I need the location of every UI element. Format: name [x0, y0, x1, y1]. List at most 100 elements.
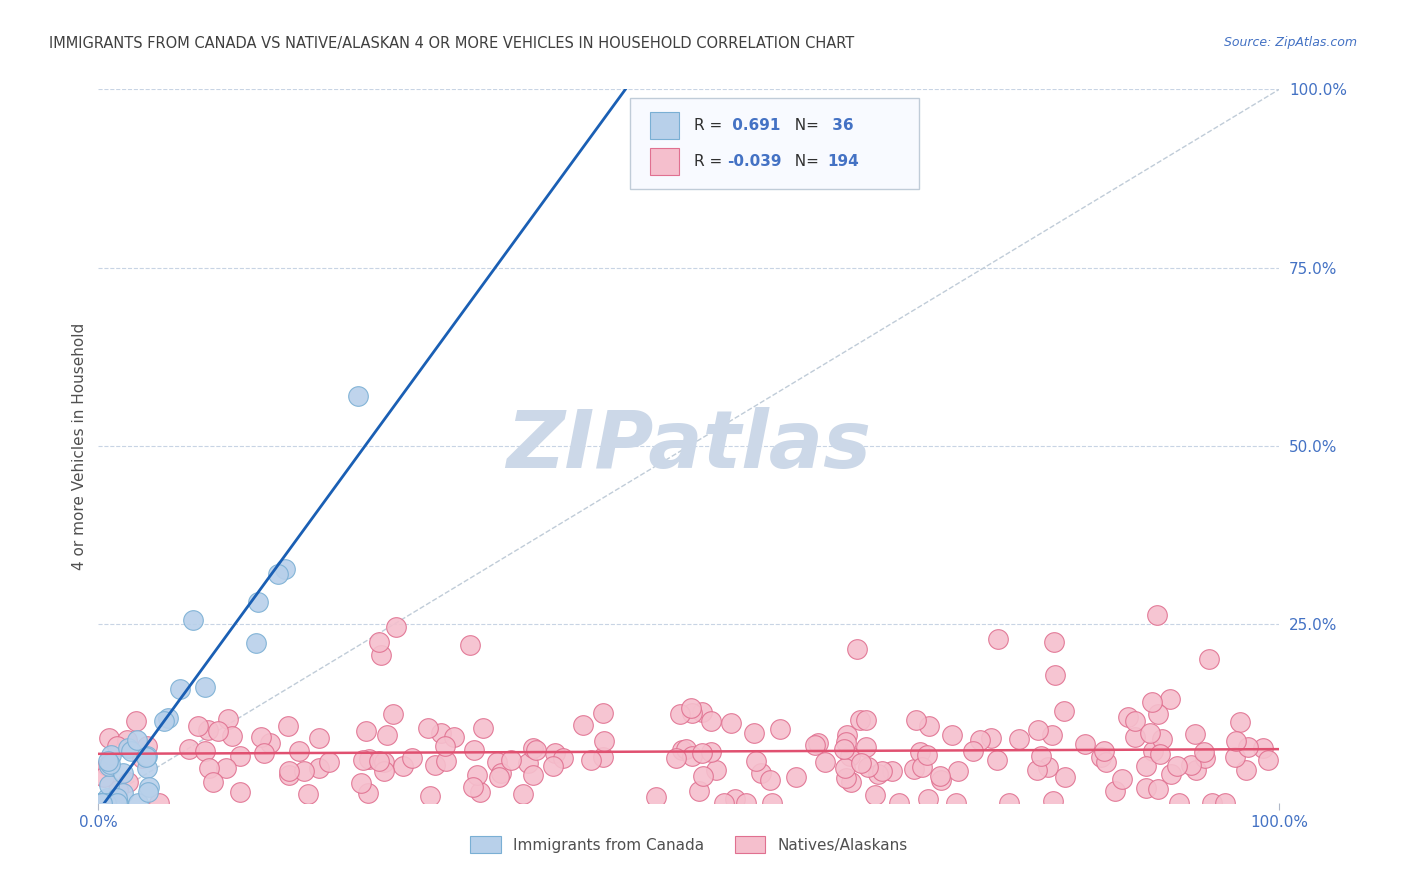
Point	[97, 754, 120, 768]
Point	[392, 759, 415, 773]
Point	[381, 706, 404, 721]
Point	[551, 751, 574, 765]
Point	[401, 751, 423, 765]
Text: 194: 194	[827, 153, 859, 169]
Point	[486, 755, 509, 769]
Point	[524, 743, 547, 757]
Point	[945, 796, 967, 810]
Point	[941, 728, 963, 742]
Point	[308, 731, 330, 745]
Point	[250, 730, 273, 744]
Point	[1052, 704, 1074, 718]
Point	[111, 765, 134, 780]
Point	[273, 562, 295, 576]
Point	[253, 747, 276, 761]
Point	[278, 764, 301, 778]
Point	[1026, 763, 1049, 777]
Point	[1185, 763, 1208, 777]
Point	[593, 734, 616, 748]
Point	[98, 759, 121, 773]
Point	[1184, 727, 1206, 741]
Point	[368, 635, 391, 649]
Point	[835, 735, 858, 749]
Point	[471, 721, 494, 735]
Point	[100, 747, 122, 762]
Point	[1213, 796, 1236, 810]
Point	[910, 760, 932, 774]
Point	[266, 567, 288, 582]
Point	[207, 724, 229, 739]
Point	[572, 718, 595, 732]
Point	[245, 635, 267, 649]
Point	[429, 726, 451, 740]
Point	[814, 755, 837, 769]
Point	[516, 756, 538, 770]
Point	[1135, 780, 1157, 795]
Point	[107, 783, 129, 797]
Text: 0.691: 0.691	[727, 118, 780, 133]
Point	[692, 769, 714, 783]
Point	[1166, 759, 1188, 773]
Point	[665, 750, 688, 764]
Text: N=: N=	[785, 153, 824, 169]
Point	[136, 785, 159, 799]
Point	[1123, 714, 1146, 728]
Point	[675, 742, 697, 756]
Point	[434, 755, 457, 769]
Point	[713, 796, 735, 810]
Point	[699, 745, 721, 759]
Point	[98, 757, 121, 772]
Point	[138, 780, 160, 794]
Point	[1036, 760, 1059, 774]
Point	[1140, 695, 1163, 709]
Point	[700, 714, 723, 728]
Point	[918, 719, 941, 733]
Point	[834, 761, 856, 775]
Point	[1201, 796, 1223, 810]
Point	[1142, 744, 1164, 758]
Point	[839, 748, 862, 763]
Point	[1043, 635, 1066, 649]
Point	[671, 743, 693, 757]
Point	[1074, 737, 1097, 751]
Point	[423, 757, 446, 772]
Point	[1090, 749, 1112, 764]
Point	[1225, 734, 1247, 748]
Text: IMMIGRANTS FROM CANADA VS NATIVE/ALASKAN 4 OR MORE VEHICLES IN HOUSEHOLD CORRELA: IMMIGRANTS FROM CANADA VS NATIVE/ALASKAN…	[49, 36, 855, 51]
Point	[1123, 731, 1146, 745]
Point	[835, 772, 858, 786]
Point	[194, 680, 217, 694]
Point	[458, 639, 481, 653]
Point	[157, 711, 180, 725]
Point	[367, 754, 389, 768]
Point	[96, 759, 118, 773]
Point	[592, 706, 614, 721]
Point	[904, 713, 927, 727]
Point	[105, 791, 128, 805]
Point	[887, 796, 910, 810]
Point	[987, 632, 1010, 646]
Point	[688, 784, 710, 798]
Point	[105, 739, 128, 753]
Point	[297, 787, 319, 801]
Point	[499, 753, 522, 767]
Point	[96, 796, 118, 810]
Point	[1194, 751, 1216, 765]
Point	[849, 756, 872, 770]
Point	[986, 753, 1008, 767]
Point	[845, 642, 868, 657]
Point	[347, 389, 370, 403]
Point	[928, 769, 950, 783]
Point	[148, 796, 170, 810]
Point	[179, 741, 201, 756]
Point	[669, 706, 692, 721]
Point	[373, 764, 395, 778]
Point	[681, 749, 703, 764]
Point	[1192, 745, 1215, 759]
Point	[544, 746, 567, 760]
Point	[855, 739, 877, 754]
Point	[1146, 607, 1168, 622]
Point	[124, 714, 146, 728]
Point	[681, 706, 703, 720]
Point	[117, 775, 139, 789]
